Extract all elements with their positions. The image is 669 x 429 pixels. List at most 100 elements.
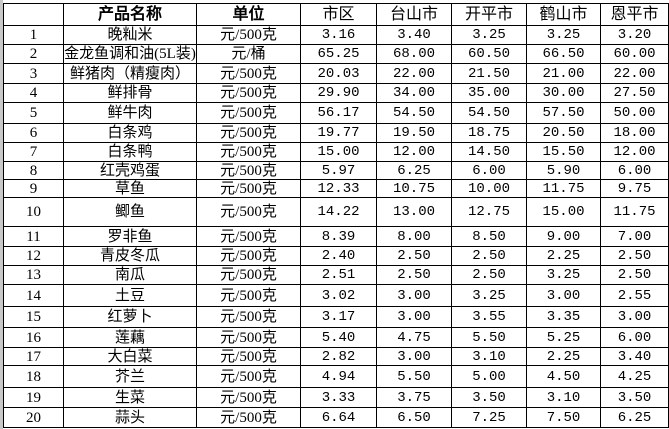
price-cell[interactable]: 2.25 — [526, 347, 601, 366]
row-index[interactable]: 7 — [3, 142, 64, 162]
price-cell[interactable]: 13.00 — [376, 197, 452, 227]
price-cell[interactable]: 2.50 — [600, 265, 669, 285]
price-cell[interactable]: 15.00 — [300, 142, 377, 162]
product-name[interactable]: 鲜牛肉 — [63, 102, 197, 124]
price-cell[interactable]: 7.50 — [526, 407, 601, 428]
row-index[interactable]: 13 — [3, 265, 64, 285]
product-name[interactable]: 红壳鸡蛋 — [63, 161, 197, 180]
price-cell[interactable]: 54.50 — [376, 102, 452, 124]
product-name[interactable]: 芥兰 — [63, 365, 197, 388]
price-cell[interactable]: 65.25 — [300, 44, 377, 64]
product-name[interactable]: 鲜猪肉（精瘦肉） — [63, 63, 197, 84]
price-cell[interactable]: 8.00 — [376, 226, 452, 247]
price-cell[interactable]: 3.50 — [600, 387, 669, 408]
price-cell[interactable]: 21.50 — [451, 63, 527, 84]
product-name[interactable]: 青皮冬瓜 — [63, 246, 197, 266]
price-cell[interactable]: 54.50 — [451, 102, 527, 124]
price-cell[interactable]: 2.50 — [451, 246, 527, 266]
product-name[interactable]: 鲫鱼 — [63, 197, 197, 227]
price-cell[interactable]: 3.40 — [376, 25, 452, 45]
unit[interactable]: 元/500克 — [196, 179, 301, 198]
price-cell[interactable]: 3.25 — [526, 265, 601, 285]
price-cell[interactable]: 8.39 — [300, 226, 377, 247]
price-cell[interactable]: 56.17 — [300, 102, 377, 124]
price-cell[interactable]: 19.77 — [300, 123, 377, 143]
price-cell[interactable]: 2.82 — [300, 347, 377, 366]
price-cell[interactable]: 2.25 — [526, 246, 601, 266]
price-cell[interactable]: 4.75 — [376, 327, 452, 348]
price-cell[interactable]: 5.97 — [300, 161, 377, 180]
price-cell[interactable]: 14.22 — [300, 197, 377, 227]
row-index[interactable]: 4 — [3, 83, 64, 103]
unit[interactable]: 元/500克 — [196, 197, 301, 227]
price-cell[interactable]: 11.75 — [600, 197, 669, 227]
price-cell[interactable]: 60.00 — [600, 44, 669, 64]
row-index[interactable]: 10 — [3, 197, 64, 227]
price-cell[interactable]: 5.50 — [376, 365, 452, 388]
unit[interactable]: 元/500克 — [196, 327, 301, 348]
product-name[interactable]: 蒜头 — [63, 407, 197, 428]
price-cell[interactable]: 3.40 — [600, 347, 669, 366]
price-cell[interactable]: 6.00 — [600, 161, 669, 180]
row-index[interactable]: 14 — [3, 284, 64, 307]
price-cell[interactable]: 3.00 — [376, 284, 452, 307]
product-name[interactable]: 罗非鱼 — [63, 226, 197, 247]
price-cell[interactable]: 66.50 — [526, 44, 601, 64]
price-cell[interactable]: 2.50 — [600, 246, 669, 266]
price-cell[interactable]: 50.00 — [600, 102, 669, 124]
price-cell[interactable]: 11.75 — [526, 179, 601, 198]
price-cell[interactable]: 3.35 — [526, 306, 601, 328]
price-cell[interactable]: 6.00 — [451, 161, 527, 180]
unit[interactable]: 元/桶 — [196, 44, 301, 64]
product-name[interactable]: 白条鸭 — [63, 142, 197, 162]
product-name[interactable]: 金龙鱼调和油(5L装) — [63, 44, 197, 64]
price-cell[interactable]: 7.25 — [451, 407, 527, 428]
price-cell[interactable]: 15.00 — [526, 197, 601, 227]
product-name[interactable]: 草鱼 — [63, 179, 197, 198]
unit[interactable]: 元/500克 — [196, 306, 301, 328]
product-name[interactable]: 土豆 — [63, 284, 197, 307]
price-cell[interactable]: 5.50 — [451, 327, 527, 348]
price-cell[interactable]: 15.50 — [526, 142, 601, 162]
price-cell[interactable]: 3.00 — [600, 306, 669, 328]
price-cell[interactable]: 12.00 — [600, 142, 669, 162]
price-cell[interactable]: 6.25 — [376, 161, 452, 180]
price-cell[interactable]: 68.00 — [376, 44, 452, 64]
row-index[interactable]: 2 — [3, 44, 64, 64]
price-cell[interactable]: 2.50 — [376, 265, 452, 285]
row-index[interactable]: 20 — [3, 407, 64, 428]
row-index[interactable]: 9 — [3, 179, 64, 198]
price-cell[interactable]: 19.50 — [376, 123, 452, 143]
price-cell[interactable]: 10.00 — [451, 179, 527, 198]
unit[interactable]: 元/500克 — [196, 387, 301, 408]
row-index[interactable]: 3 — [3, 63, 64, 84]
price-cell[interactable]: 20.03 — [300, 63, 377, 84]
price-cell[interactable]: 30.00 — [526, 83, 601, 103]
price-cell[interactable]: 3.02 — [300, 284, 377, 307]
unit[interactable]: 元/500克 — [196, 226, 301, 247]
row-index[interactable]: 15 — [3, 306, 64, 328]
price-cell[interactable]: 35.00 — [451, 83, 527, 103]
price-cell[interactable]: 2.50 — [451, 265, 527, 285]
price-cell[interactable]: 12.75 — [451, 197, 527, 227]
price-cell[interactable]: 9.00 — [526, 226, 601, 247]
price-cell[interactable]: 21.00 — [526, 63, 601, 84]
price-cell[interactable]: 18.00 — [600, 123, 669, 143]
price-cell[interactable]: 3.10 — [451, 347, 527, 366]
price-cell[interactable]: 6.25 — [600, 407, 669, 428]
price-cell[interactable]: 2.40 — [300, 246, 377, 266]
price-cell[interactable]: 60.50 — [451, 44, 527, 64]
price-cell[interactable]: 2.50 — [376, 246, 452, 266]
unit[interactable]: 元/500克 — [196, 161, 301, 180]
price-cell[interactable]: 3.50 — [451, 387, 527, 408]
unit[interactable]: 元/500克 — [196, 347, 301, 366]
unit[interactable]: 元/500克 — [196, 142, 301, 162]
row-index[interactable]: 16 — [3, 327, 64, 348]
price-cell[interactable]: 18.75 — [451, 123, 527, 143]
unit[interactable]: 元/500克 — [196, 407, 301, 428]
price-cell[interactable]: 6.50 — [376, 407, 452, 428]
price-cell[interactable]: 3.20 — [600, 25, 669, 45]
unit[interactable]: 元/500克 — [196, 63, 301, 84]
unit[interactable]: 元/500克 — [196, 83, 301, 103]
price-cell[interactable]: 3.25 — [451, 284, 527, 307]
